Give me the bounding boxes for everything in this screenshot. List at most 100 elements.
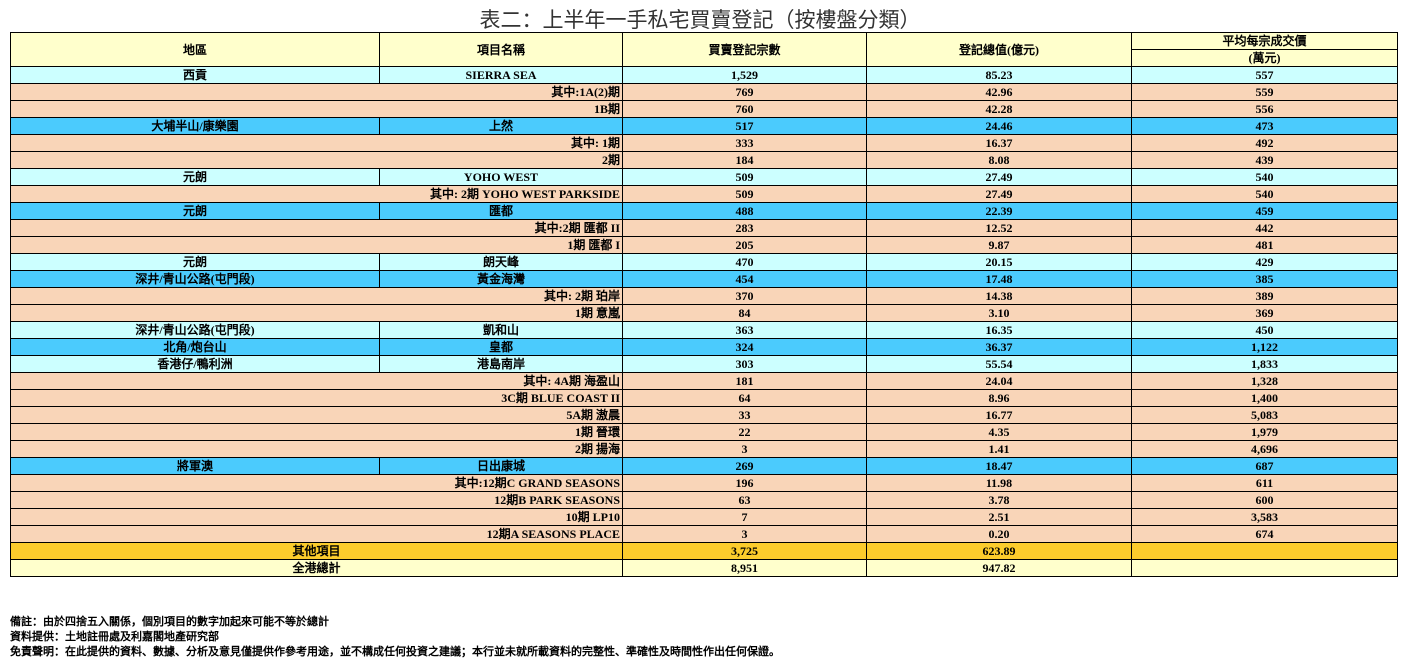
project-cell: 上然 — [379, 117, 623, 135]
table-row: 1B期 760 42.28 556 — [10, 100, 1398, 118]
project-cell: SIERRA SEA — [379, 66, 623, 84]
table-row: 西貢 SIERRA SEA 1,529 85.23 557 — [10, 66, 1398, 84]
table-row: 其中:2期 匯都 II 283 12.52 442 — [10, 219, 1398, 237]
count-cell: 488 — [622, 202, 867, 220]
table-row: 其中:12期C GRAND SEASONS 196 11.98 611 — [10, 474, 1398, 492]
table-row: 將軍澳 日出康城 269 18.47 687 — [10, 457, 1398, 475]
table-row: 10期 LP10 7 2.51 3,583 — [10, 508, 1398, 526]
value-cell: 0.20 — [866, 525, 1132, 543]
avg-price-cell: 5,083 — [1131, 406, 1398, 424]
table-row: 1期 匯都 I 205 9.87 481 — [10, 236, 1398, 254]
district-cell: 大埔半山/康樂園 — [10, 117, 380, 135]
count-cell: 3 — [622, 525, 867, 543]
header-district: 地區 — [10, 32, 380, 67]
value-cell: 24.46 — [866, 117, 1132, 135]
table-row: 其中: 4A期 海盈山 181 24.04 1,328 — [10, 372, 1398, 390]
sub-phase-cell: 其中:2期 匯都 II — [10, 219, 623, 237]
table-row: 其中: 2期 珀岸 370 14.38 389 — [10, 287, 1398, 305]
value-cell: 42.96 — [866, 83, 1132, 101]
avg-price-cell: 556 — [1131, 100, 1398, 118]
table-row: 大埔半山/康樂園 上然 517 24.46 473 — [10, 117, 1398, 135]
sub-phase-cell: 1期 意嵐 — [10, 304, 623, 322]
table-row: 12期B PARK SEASONS 63 3.78 600 — [10, 491, 1398, 509]
header-value: 登記總值(億元) — [866, 32, 1132, 67]
count-cell: 509 — [622, 168, 867, 186]
avg-price-cell: 385 — [1131, 270, 1398, 288]
district-cell: 深井/青山公路(屯門段) — [10, 270, 380, 288]
sub-phase-cell: 1B期 — [10, 100, 623, 118]
table-row: 元朗 匯都 488 22.39 459 — [10, 202, 1398, 220]
count-cell: 196 — [622, 474, 867, 492]
value-cell: 22.39 — [866, 202, 1132, 220]
value-cell: 12.52 — [866, 219, 1132, 237]
value-cell: 947.82 — [866, 559, 1132, 577]
district-cell: 將軍澳 — [10, 457, 380, 475]
avg-price-cell: 459 — [1131, 202, 1398, 220]
count-cell: 8,951 — [622, 559, 867, 577]
sub-phase-cell: 3C期 BLUE COAST II — [10, 389, 623, 407]
count-cell: 7 — [622, 508, 867, 526]
avg-price-cell: 540 — [1131, 168, 1398, 186]
value-cell: 14.38 — [866, 287, 1132, 305]
note-source: 資料提供：土地註冊處及利嘉閣地產研究部 — [10, 630, 219, 643]
project-cell: 港島南岸 — [379, 355, 623, 373]
avg-price-cell: 1,979 — [1131, 423, 1398, 441]
value-cell: 623.89 — [866, 542, 1132, 560]
value-cell: 8.96 — [866, 389, 1132, 407]
avg-price-cell: 559 — [1131, 83, 1398, 101]
avg-price-cell: 473 — [1131, 117, 1398, 135]
sub-phase-cell: 其中: 4A期 海盈山 — [10, 372, 623, 390]
value-cell: 18.47 — [866, 457, 1132, 475]
district-cell: 深井/青山公路(屯門段) — [10, 321, 380, 339]
count-cell: 184 — [622, 151, 867, 169]
avg-price-cell: 1,122 — [1131, 338, 1398, 356]
table-row: 其中: 2期 YOHO WEST PARKSIDE 509 27.49 540 — [10, 185, 1398, 203]
avg-price-cell: 369 — [1131, 304, 1398, 322]
count-cell: 454 — [622, 270, 867, 288]
avg-price-cell — [1131, 559, 1398, 577]
district-cell: 元朗 — [10, 168, 380, 186]
summary-label-cell: 其他項目 — [10, 542, 623, 560]
table-row: 香港仔/鴨利洲 港島南岸 303 55.54 1,833 — [10, 355, 1398, 373]
sub-phase-cell: 1期 匯都 I — [10, 236, 623, 254]
project-cell: 匯都 — [379, 202, 623, 220]
value-cell: 20.15 — [866, 253, 1132, 271]
avg-price-cell — [1131, 542, 1398, 560]
table-row: 元朗 朗天峰 470 20.15 429 — [10, 253, 1398, 271]
sub-phase-cell: 5A期 滶晨 — [10, 406, 623, 424]
sub-phase-cell: 其中: 1期 — [10, 134, 623, 152]
count-cell: 33 — [622, 406, 867, 424]
value-cell: 4.35 — [866, 423, 1132, 441]
avg-price-cell: 4,696 — [1131, 440, 1398, 458]
project-cell: 日出康城 — [379, 457, 623, 475]
table-row: 全港總計 8,951 947.82 — [10, 559, 1398, 577]
sub-phase-cell: 2期 揚海 — [10, 440, 623, 458]
district-cell: 香港仔/鴨利洲 — [10, 355, 380, 373]
count-cell: 509 — [622, 185, 867, 203]
avg-price-cell: 439 — [1131, 151, 1398, 169]
count-cell: 181 — [622, 372, 867, 390]
value-cell: 27.49 — [866, 168, 1132, 186]
district-cell: 西貢 — [10, 66, 380, 84]
value-cell: 2.51 — [866, 508, 1132, 526]
avg-price-cell: 450 — [1131, 321, 1398, 339]
value-cell: 8.08 — [866, 151, 1132, 169]
table-row: 2期 揚海 3 1.41 4,696 — [10, 440, 1398, 458]
avg-price-cell: 481 — [1131, 236, 1398, 254]
sub-phase-cell: 10期 LP10 — [10, 508, 623, 526]
count-cell: 3,725 — [622, 542, 867, 560]
page-title: 表二：上半年一手私宅買賣登記（按樓盤分類） — [0, 4, 1408, 34]
table-row: 元朗 YOHO WEST 509 27.49 540 — [10, 168, 1398, 186]
value-cell: 16.35 — [866, 321, 1132, 339]
project-cell: 黃金海灣 — [379, 270, 623, 288]
sub-phase-cell: 1期 晉環 — [10, 423, 623, 441]
summary-label-cell: 全港總計 — [10, 559, 623, 577]
avg-price-cell: 687 — [1131, 457, 1398, 475]
avg-price-cell: 389 — [1131, 287, 1398, 305]
count-cell: 283 — [622, 219, 867, 237]
count-cell: 370 — [622, 287, 867, 305]
count-cell: 769 — [622, 83, 867, 101]
value-cell: 16.37 — [866, 134, 1132, 152]
value-cell: 17.48 — [866, 270, 1132, 288]
count-cell: 760 — [622, 100, 867, 118]
